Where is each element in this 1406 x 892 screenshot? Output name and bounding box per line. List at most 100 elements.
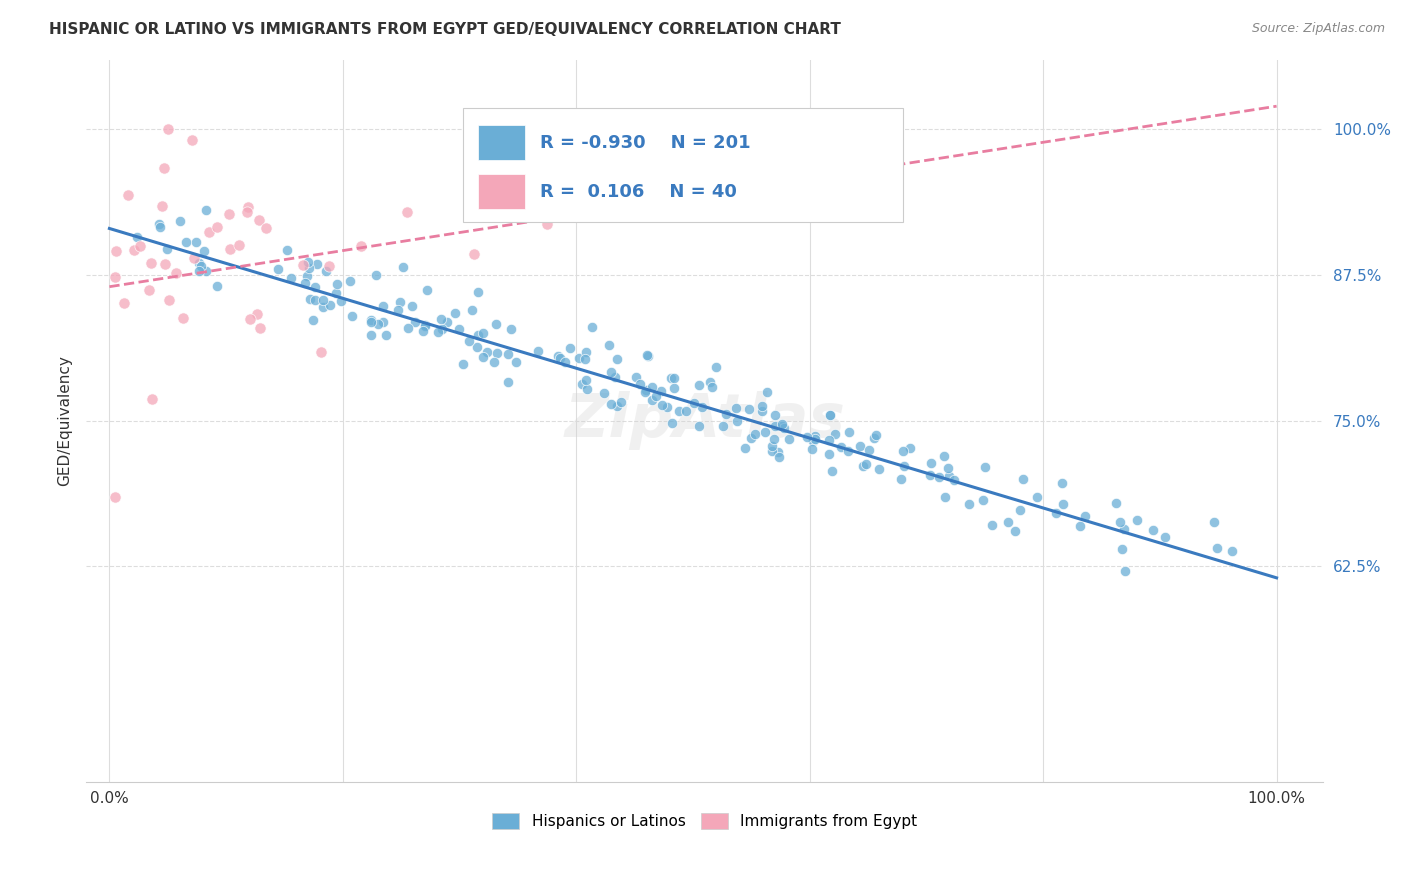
Point <box>467 285 489 299</box>
Point <box>768 450 790 464</box>
Point <box>574 352 596 367</box>
Point <box>477 344 499 359</box>
Text: R = -0.930    N = 201: R = -0.930 N = 201 <box>540 134 751 152</box>
Point <box>388 294 411 309</box>
Point <box>392 260 415 275</box>
Point <box>183 251 205 265</box>
Point <box>467 327 489 342</box>
Point <box>457 334 479 349</box>
Point <box>548 196 571 211</box>
Point <box>1105 496 1128 510</box>
Point <box>239 312 262 326</box>
Point <box>702 380 724 394</box>
Point <box>432 322 454 336</box>
Point <box>312 293 335 307</box>
Point <box>267 261 290 276</box>
Point <box>1025 490 1047 504</box>
Point <box>704 360 727 375</box>
Point <box>770 419 793 434</box>
Point <box>396 205 419 219</box>
Point <box>426 326 449 340</box>
Point <box>938 460 960 475</box>
Point <box>637 348 659 362</box>
FancyBboxPatch shape <box>464 108 903 222</box>
Point <box>526 343 548 358</box>
Point <box>193 244 215 258</box>
Point <box>662 370 685 384</box>
Point <box>360 313 382 327</box>
Point <box>350 239 373 253</box>
Point <box>138 283 160 297</box>
Point <box>796 430 818 444</box>
Point <box>763 418 786 433</box>
Point <box>530 167 553 181</box>
Point <box>404 315 426 329</box>
Point <box>302 313 325 327</box>
Point <box>1010 503 1032 517</box>
Point <box>928 470 950 484</box>
Point <box>547 349 569 363</box>
Point <box>838 425 860 440</box>
Point <box>482 355 505 369</box>
Point <box>463 247 485 261</box>
Point <box>830 440 852 454</box>
Point <box>778 432 800 446</box>
Point <box>297 255 319 269</box>
Point <box>280 271 302 285</box>
Point <box>974 459 997 474</box>
Point <box>184 235 207 249</box>
Point <box>554 355 576 369</box>
Point <box>367 317 389 331</box>
Point <box>153 256 176 270</box>
Point <box>568 351 591 365</box>
Point <box>112 296 135 310</box>
Point <box>342 309 364 323</box>
Point <box>1202 515 1225 529</box>
Point <box>766 445 789 459</box>
Point <box>373 315 395 329</box>
Point <box>298 260 321 275</box>
Point <box>496 375 519 389</box>
Point <box>472 326 495 341</box>
Point <box>401 299 423 313</box>
Text: ZipAtlas: ZipAtlas <box>564 391 845 450</box>
Legend: Hispanics or Latinos, Immigrants from Egypt: Hispanics or Latinos, Immigrants from Eg… <box>485 807 924 836</box>
Point <box>461 303 484 318</box>
Point <box>1073 508 1095 523</box>
Point <box>855 458 877 472</box>
Point <box>416 283 439 297</box>
Point <box>761 438 783 452</box>
Point <box>190 259 212 273</box>
Point <box>934 490 956 504</box>
Point <box>218 242 240 256</box>
Point <box>641 392 664 407</box>
Point <box>465 339 488 353</box>
Point <box>600 397 623 411</box>
FancyBboxPatch shape <box>478 125 526 160</box>
Point <box>292 258 315 272</box>
Point <box>236 200 259 214</box>
Point <box>957 497 980 511</box>
Point <box>169 213 191 227</box>
Point <box>751 399 773 413</box>
Point <box>1222 544 1244 558</box>
Text: HISPANIC OR LATINO VS IMMIGRANTS FROM EGYPT GED/EQUIVALENCY CORRELATION CHART: HISPANIC OR LATINO VS IMMIGRANTS FROM EG… <box>49 22 841 37</box>
Point <box>610 394 633 409</box>
Point <box>247 213 270 227</box>
Point <box>818 433 841 447</box>
Point <box>505 355 527 369</box>
Point <box>641 380 664 394</box>
Point <box>105 244 128 258</box>
Point <box>624 370 647 384</box>
Point <box>148 217 170 231</box>
Point <box>548 351 571 366</box>
Point <box>235 204 257 219</box>
Point <box>657 400 679 414</box>
Point <box>471 350 494 364</box>
Point <box>688 418 710 433</box>
Point <box>858 443 880 458</box>
Point <box>188 264 211 278</box>
Point <box>714 407 737 421</box>
Point <box>628 376 651 391</box>
Point <box>893 458 915 473</box>
